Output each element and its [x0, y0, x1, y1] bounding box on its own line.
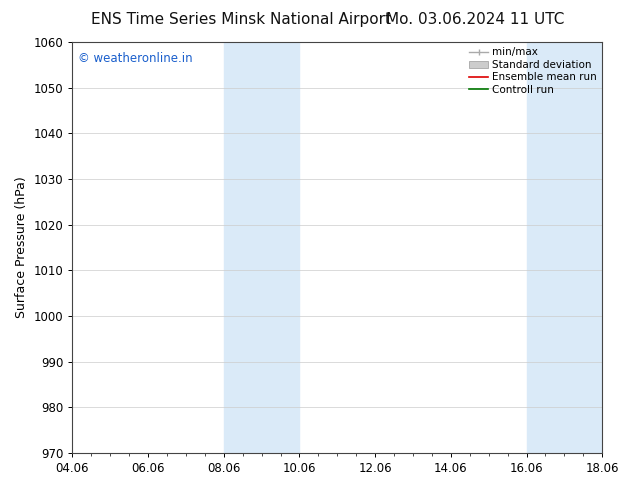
Text: ENS Time Series Minsk National Airport: ENS Time Series Minsk National Airport [91, 12, 391, 27]
Bar [527, 42, 602, 453]
Legend: min/max, Standard deviation, Ensemble mean run, Controll run: min/max, Standard deviation, Ensemble me… [467, 45, 599, 97]
Y-axis label: Surface Pressure (hPa): Surface Pressure (hPa) [15, 176, 28, 318]
Text: © weatheronline.in: © weatheronline.in [77, 52, 192, 65]
Bar [224, 42, 299, 453]
Text: Mo. 03.06.2024 11 UTC: Mo. 03.06.2024 11 UTC [386, 12, 565, 27]
